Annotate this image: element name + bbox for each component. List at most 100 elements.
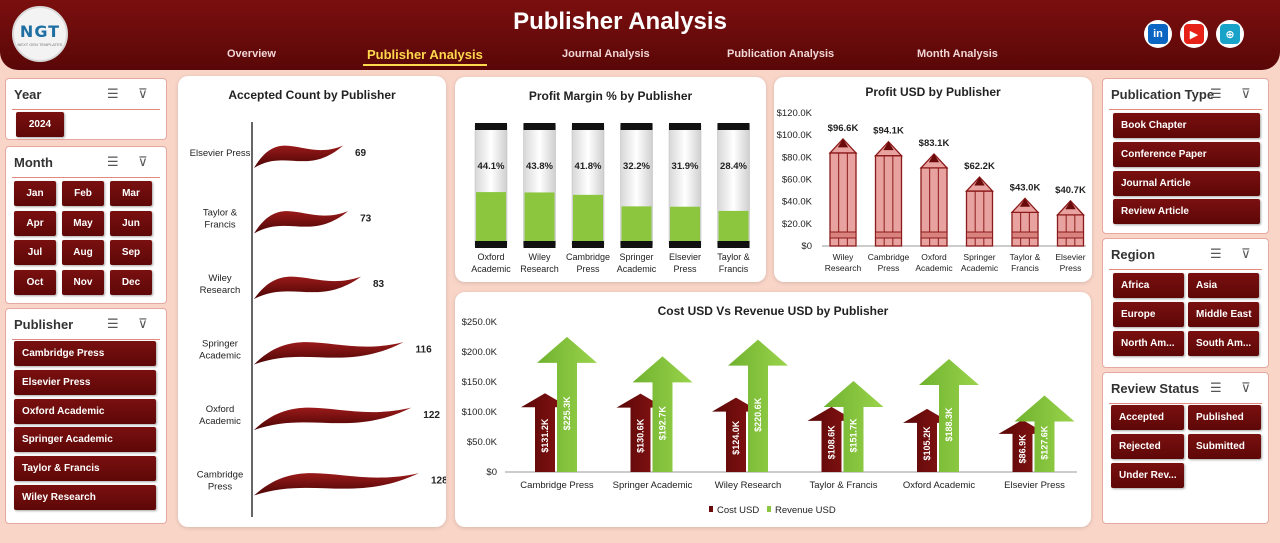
review-published-button[interactable]: Published (1188, 405, 1261, 430)
data-label: 69 (355, 148, 367, 159)
cost-arrow-bar (807, 406, 856, 472)
data-label: 122 (423, 410, 440, 421)
clear-filter-icon[interactable]: ⊽ (138, 154, 148, 169)
category-label: Cambridge (868, 252, 910, 262)
publisher-springer-academic-button[interactable]: Springer Academic (14, 427, 156, 453)
pencil-band (1057, 231, 1084, 239)
pencil-lead (928, 153, 940, 163)
youtube-icon[interactable]: ▶ (1180, 20, 1208, 48)
data-label: $62.2K (964, 161, 995, 172)
month-may-button[interactable]: May (62, 210, 104, 236)
month-oct-button[interactable]: Oct (14, 269, 56, 295)
clear-filter-icon[interactable]: ⊽ (138, 316, 148, 331)
ribbon-bar (254, 407, 412, 430)
publisher-elsevier-press-button[interactable]: Elsevier Press (14, 369, 156, 395)
legend-label: Revenue USD (775, 505, 836, 516)
category-label: Oxford (921, 252, 947, 262)
review-rejected-button[interactable]: Rejected (1111, 434, 1184, 459)
month-jul-button[interactable]: Jul (14, 240, 56, 265)
tube-cap (620, 123, 653, 130)
pencil-lead (883, 141, 894, 151)
pencil-lead (1065, 200, 1076, 210)
region-asia-button[interactable]: Asia (1188, 273, 1259, 298)
pubtype-review-article-button[interactable]: Review Article (1113, 199, 1260, 225)
tube-cap (523, 123, 556, 130)
publisher-oxford-academic-button[interactable]: Oxford Academic (14, 398, 156, 424)
review-under-rev-button[interactable]: Under Rev... (1111, 463, 1184, 488)
publication-type-slicer: Publication Type ☰ ⊽ Book Chapter Confere… (1102, 78, 1269, 234)
page-title: Publisher Analysis (513, 8, 727, 35)
region-middle-east-button[interactable]: Middle East (1188, 302, 1259, 327)
tube-base (620, 241, 653, 248)
tube-cap (572, 123, 604, 130)
pubtype-conference-paper-button[interactable]: Conference Paper (1113, 141, 1260, 167)
multi-select-icon[interactable]: ☰ (1210, 86, 1222, 101)
publisher-taylor-francis-button[interactable]: Taylor & Francis (14, 456, 156, 482)
multi-select-icon[interactable]: ☰ (107, 86, 119, 101)
pubtype-book-chapter-button[interactable]: Book Chapter (1113, 113, 1260, 138)
month-apr-button[interactable]: Apr (14, 210, 56, 236)
profit-usd-chart: $0 $20.0K $40.0K $60.0K $80.0K $100.0K $120.0K… (777, 108, 1086, 273)
y-tick-label: $20.0K (782, 219, 813, 230)
divider (1109, 269, 1262, 270)
multi-select-icon[interactable]: ☰ (107, 316, 119, 331)
clear-filter-icon[interactable]: ⊽ (1241, 86, 1251, 101)
month-jan-button[interactable]: Jan (14, 181, 56, 206)
nav-overview[interactable]: Overview (227, 48, 276, 60)
ribbon-bar (254, 145, 343, 168)
category-label: Oxford (206, 404, 235, 415)
month-mar-button[interactable]: Mar (110, 181, 152, 206)
category-label: Springer (202, 339, 238, 350)
review-accepted-button[interactable]: Accepted (1111, 405, 1184, 430)
region-africa-button[interactable]: Africa (1113, 273, 1184, 298)
clear-filter-icon[interactable]: ⊽ (1241, 380, 1251, 395)
revenue-arrow-bar (537, 336, 597, 472)
pencil-band (829, 231, 857, 239)
category-label: Academic (199, 351, 241, 362)
linkedin-icon-glyph: in (1148, 24, 1168, 44)
pencil-band (966, 231, 993, 239)
month-slicer-title: Month (14, 155, 53, 170)
nav-month-analysis[interactable]: Month Analysis (917, 48, 998, 60)
month-sep-button[interactable]: Sep (110, 240, 152, 265)
tube-base (523, 241, 556, 248)
year-2024-button[interactable]: 2024 (16, 112, 64, 137)
month-aug-button[interactable]: Aug (62, 240, 104, 265)
region-europe-button[interactable]: Europe (1113, 302, 1184, 327)
category-label: Cambridge (566, 252, 610, 262)
y-tick-label: $60.0K (782, 175, 813, 186)
linkedin-icon[interactable]: in (1144, 20, 1172, 48)
month-nov-button[interactable]: Nov (62, 269, 104, 295)
publisher-wiley-research-button[interactable]: Wiley Research (14, 485, 156, 510)
data-label: 43.8% (526, 161, 553, 172)
multi-select-icon[interactable]: ☰ (107, 154, 119, 169)
profit-margin-title: Profit Margin % by Publisher (528, 89, 693, 103)
data-label: $192.7K (658, 406, 668, 441)
publisher-cambridge-press-button[interactable]: Cambridge Press (14, 341, 156, 366)
nav-publisher-analysis[interactable]: Publisher Analysis (363, 47, 487, 66)
month-feb-button[interactable]: Feb (62, 181, 104, 206)
nav-publication-analysis[interactable]: Publication Analysis (727, 48, 835, 60)
month-jun-button[interactable]: Jun (110, 210, 152, 236)
globe-icon[interactable]: ⊕ (1216, 20, 1244, 48)
month-dec-button[interactable]: Dec (110, 269, 152, 295)
data-label: $105.2K (922, 426, 932, 461)
pubtype-journal-article-button[interactable]: Journal Article (1113, 170, 1260, 196)
clear-filter-icon[interactable]: ⊽ (138, 86, 148, 101)
region-south-am-button[interactable]: South Am... (1188, 331, 1259, 356)
data-label: $220.6K (753, 397, 763, 432)
nav-journal-analysis[interactable]: Journal Analysis (562, 48, 650, 60)
divider (12, 339, 160, 340)
multi-select-icon[interactable]: ☰ (1210, 246, 1222, 261)
data-label: $96.6K (828, 123, 859, 134)
year-slicer-title: Year (14, 87, 42, 102)
multi-select-icon[interactable]: ☰ (1210, 380, 1222, 395)
clear-filter-icon[interactable]: ⊽ (1241, 246, 1251, 261)
data-label: $130.6K (636, 418, 646, 453)
review-submitted-button[interactable]: Submitted (1188, 434, 1261, 459)
category-label: Oxford Academic (903, 480, 976, 491)
region-north-am-button[interactable]: North Am... (1113, 331, 1184, 356)
divider (12, 109, 160, 110)
pencil-body (874, 155, 903, 247)
margin-fill-bar (718, 210, 749, 241)
